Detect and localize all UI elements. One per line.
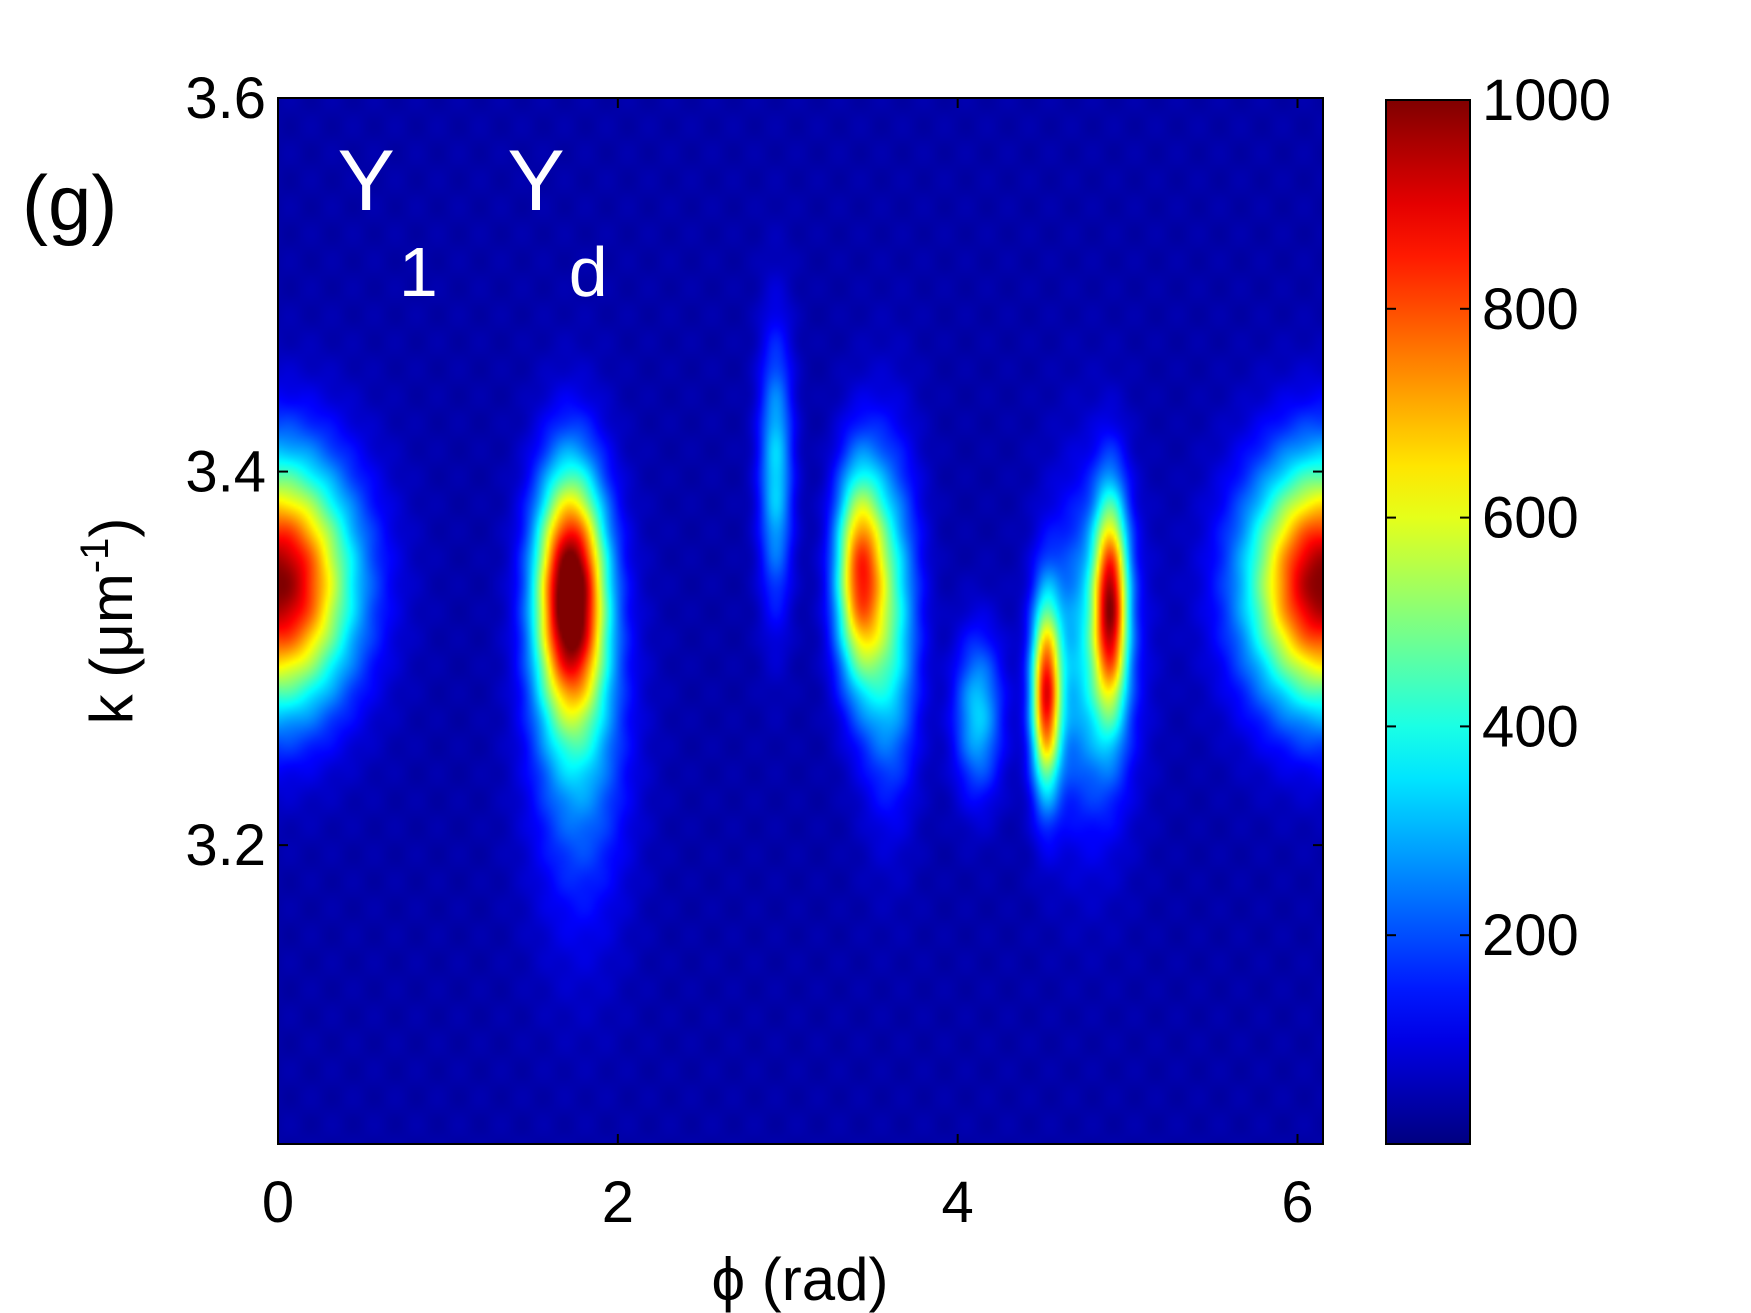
- colorbar-gradient: [1386, 100, 1470, 1144]
- annotation-base: Y: [507, 133, 564, 229]
- panel-label: (g): [22, 159, 117, 247]
- colorbar-ticks: 200 400 600 800 1000: [1386, 68, 1611, 968]
- y-tick-label: 3.4: [185, 440, 266, 505]
- y-tick-label: 3.2: [185, 813, 266, 878]
- y-axis-label-superscript: -1: [73, 538, 117, 574]
- y-tick-label: 3.6: [185, 66, 266, 131]
- x-tick-label: 0: [262, 1170, 294, 1235]
- colorbar-tick-label: 400: [1482, 694, 1579, 759]
- x-axis-label: ϕ (rad): [712, 1246, 889, 1313]
- x-tick-label: 4: [942, 1170, 974, 1235]
- annotation-subscript: 1: [399, 233, 438, 311]
- heatmap-image: [278, 98, 1323, 1144]
- y-axis-label-suffix: ): [78, 518, 145, 538]
- colorbar-tick-label: 1000: [1482, 68, 1611, 133]
- colorbar-frame: [1385, 99, 1471, 1145]
- colorbar: 200 400 600 800 1000: [1385, 68, 1611, 1145]
- y-axis: 3.2 3.4 3.6: [185, 66, 1323, 878]
- heatmap-annotation-label: Y1: [337, 133, 437, 311]
- x-axis: 0 2 4 6: [262, 98, 1314, 1235]
- plot-frame: [277, 97, 1324, 1145]
- colorbar-tick-label: 600: [1482, 486, 1579, 551]
- colorbar-tick-label: 200: [1482, 903, 1579, 968]
- plot-area: [277, 97, 1324, 1145]
- x-tick-label: 6: [1281, 1170, 1313, 1235]
- colorbar-tick-label: 800: [1482, 277, 1579, 342]
- heatmap-annotation-label: Yd: [507, 133, 607, 311]
- y-axis-label-prefix: k (μm: [78, 573, 145, 724]
- annotation-base: Y: [337, 133, 394, 229]
- y-axis-label: k (μm-1): [73, 518, 145, 725]
- x-tick-label: 2: [602, 1170, 634, 1235]
- annotation-subscript: d: [569, 233, 608, 311]
